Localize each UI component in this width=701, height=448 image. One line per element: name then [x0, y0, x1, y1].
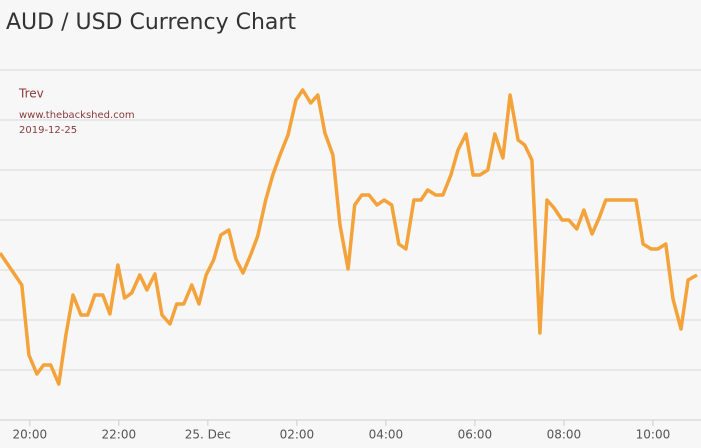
chart-title: AUD / USD Currency Chart: [6, 10, 296, 35]
x-tick-label: 25. Dec: [185, 428, 231, 442]
x-tick-label: 04:00: [369, 428, 404, 442]
x-tick-label: 02:00: [280, 428, 315, 442]
x-tick-label: 22:00: [102, 428, 137, 442]
annotation: www.thebackshed.com: [19, 110, 135, 121]
annotation: 2019-12-25: [19, 125, 77, 136]
x-tick-label: 06:00: [458, 428, 493, 442]
series-line: [0, 88, 698, 386]
annotation: Trev: [18, 87, 44, 101]
x-tick-label: 08:00: [547, 428, 582, 442]
x-tick-label: 10:00: [636, 428, 671, 442]
x-tick-label: 20:00: [13, 428, 48, 442]
